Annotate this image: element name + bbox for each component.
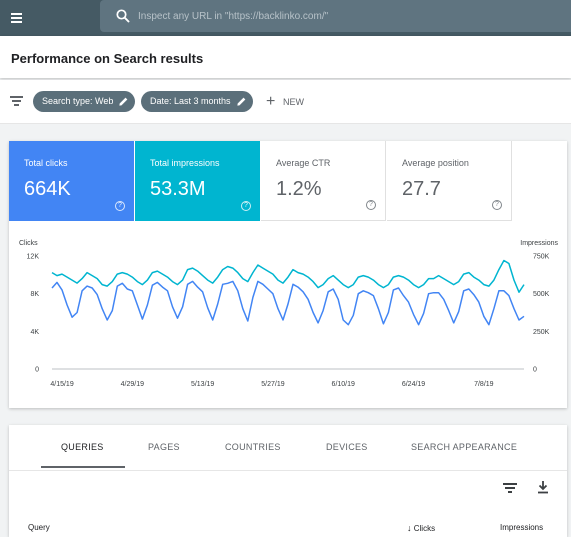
- tab-countries[interactable]: COUNTRIES: [225, 442, 281, 452]
- results-table-card: QUERIES PAGES COUNTRIES DEVICES SEARCH A…: [9, 425, 567, 537]
- column-header-clicks[interactable]: ↓ Clicks: [407, 523, 435, 533]
- performance-card: Total clicks 664K ? Total impressions 53…: [9, 141, 567, 408]
- average-ctr-metric[interactable]: Average CTR 1.2% ?: [261, 141, 386, 221]
- tab-search-appearance[interactable]: SEARCH APPEARANCE: [411, 442, 518, 452]
- metric-value: 27.7: [402, 178, 441, 200]
- page-title: Performance on Search results: [11, 51, 204, 66]
- metric-label: Total impressions: [150, 158, 220, 168]
- search-type-chip-label: Search type: Web: [42, 96, 114, 106]
- column-header-query[interactable]: Query: [28, 523, 50, 532]
- metric-label: Average position: [402, 158, 469, 168]
- x-axis-tick-label: 7/8/19: [474, 381, 494, 388]
- new-filter-button[interactable]: + NEW: [266, 92, 304, 112]
- active-tab-indicator: [41, 466, 125, 468]
- tab-pages[interactable]: PAGES: [148, 442, 180, 452]
- pencil-icon: [236, 97, 245, 106]
- top-app-bar: [0, 0, 571, 36]
- search-type-chip[interactable]: Search type: Web: [33, 91, 136, 112]
- series-line-impressions: [51, 259, 525, 293]
- metric-value: 53.3M: [150, 178, 206, 200]
- metric-value: 1.2%: [276, 178, 322, 200]
- date-range-chip[interactable]: Date: Last 3 months: [141, 91, 253, 112]
- date-range-chip-label: Date: Last 3 months: [150, 96, 231, 106]
- series-line-clicks: [51, 280, 525, 326]
- search-icon: [116, 9, 130, 23]
- help-icon[interactable]: ?: [492, 200, 502, 210]
- help-icon[interactable]: ?: [115, 201, 125, 211]
- url-inspect-search[interactable]: [100, 0, 571, 32]
- metric-label: Average CTR: [276, 158, 331, 168]
- metric-label: Total clicks: [24, 158, 68, 168]
- url-inspect-input[interactable]: [138, 7, 538, 25]
- arrow-down-icon: ↓: [407, 523, 412, 533]
- x-axis-tick-label: 4/29/19: [121, 381, 144, 388]
- filter-bar: Search type: Web Date: Last 3 months: [0, 80, 571, 124]
- divider: [9, 470, 567, 471]
- right-axis-tick-label: 750K: [533, 254, 550, 261]
- column-header-impressions[interactable]: Impressions: [500, 523, 544, 532]
- x-axis-tick-label: 4/15/19: [50, 381, 73, 388]
- table-filter-icon[interactable]: [503, 482, 517, 494]
- tab-queries[interactable]: QUERIES: [61, 442, 104, 452]
- right-axis-tick-label: 500K: [533, 291, 550, 298]
- help-icon[interactable]: ?: [241, 201, 251, 211]
- right-axis-tick-label: 0: [533, 367, 537, 374]
- right-axis-tick-label: 250K: [533, 329, 550, 336]
- x-axis-tick-label: 6/24/19: [402, 381, 425, 388]
- page-header: Performance on Search results: [0, 36, 571, 78]
- download-icon[interactable]: [537, 480, 549, 494]
- filter-icon[interactable]: [10, 95, 23, 107]
- column-header-clicks-label: Clicks: [413, 524, 436, 533]
- total-clicks-metric[interactable]: Total clicks 664K ?: [9, 141, 134, 221]
- left-axis-tick-label: 4K: [30, 329, 39, 336]
- left-axis-title: Clicks: [19, 240, 38, 247]
- x-axis-tick-label: 6/10/19: [332, 381, 355, 388]
- plus-icon: +: [266, 93, 276, 110]
- pencil-icon: [119, 97, 128, 106]
- help-icon[interactable]: ?: [366, 200, 376, 210]
- hamburger-menu-icon[interactable]: [9, 9, 27, 27]
- x-axis-tick-label: 5/13/19: [191, 381, 214, 388]
- metric-value: 664K: [24, 178, 71, 200]
- right-axis-title: Impressions: [520, 240, 558, 247]
- performance-chart: Clicks Impressions 12K 8K 4K 0 750K 500K 250K 0 4/…: [19, 240, 559, 388]
- average-position-metric[interactable]: Average position 27.7 ?: [387, 141, 512, 221]
- tab-devices[interactable]: DEVICES: [326, 442, 368, 452]
- left-axis-tick-label: 8K: [30, 291, 39, 298]
- x-axis-tick-label: 5/27/19: [261, 381, 284, 388]
- left-axis-tick-label: 12K: [27, 254, 40, 261]
- left-axis-tick-label: 0: [35, 367, 39, 374]
- total-impressions-metric[interactable]: Total impressions 53.3M ?: [135, 141, 260, 221]
- new-filter-label: NEW: [283, 97, 304, 107]
